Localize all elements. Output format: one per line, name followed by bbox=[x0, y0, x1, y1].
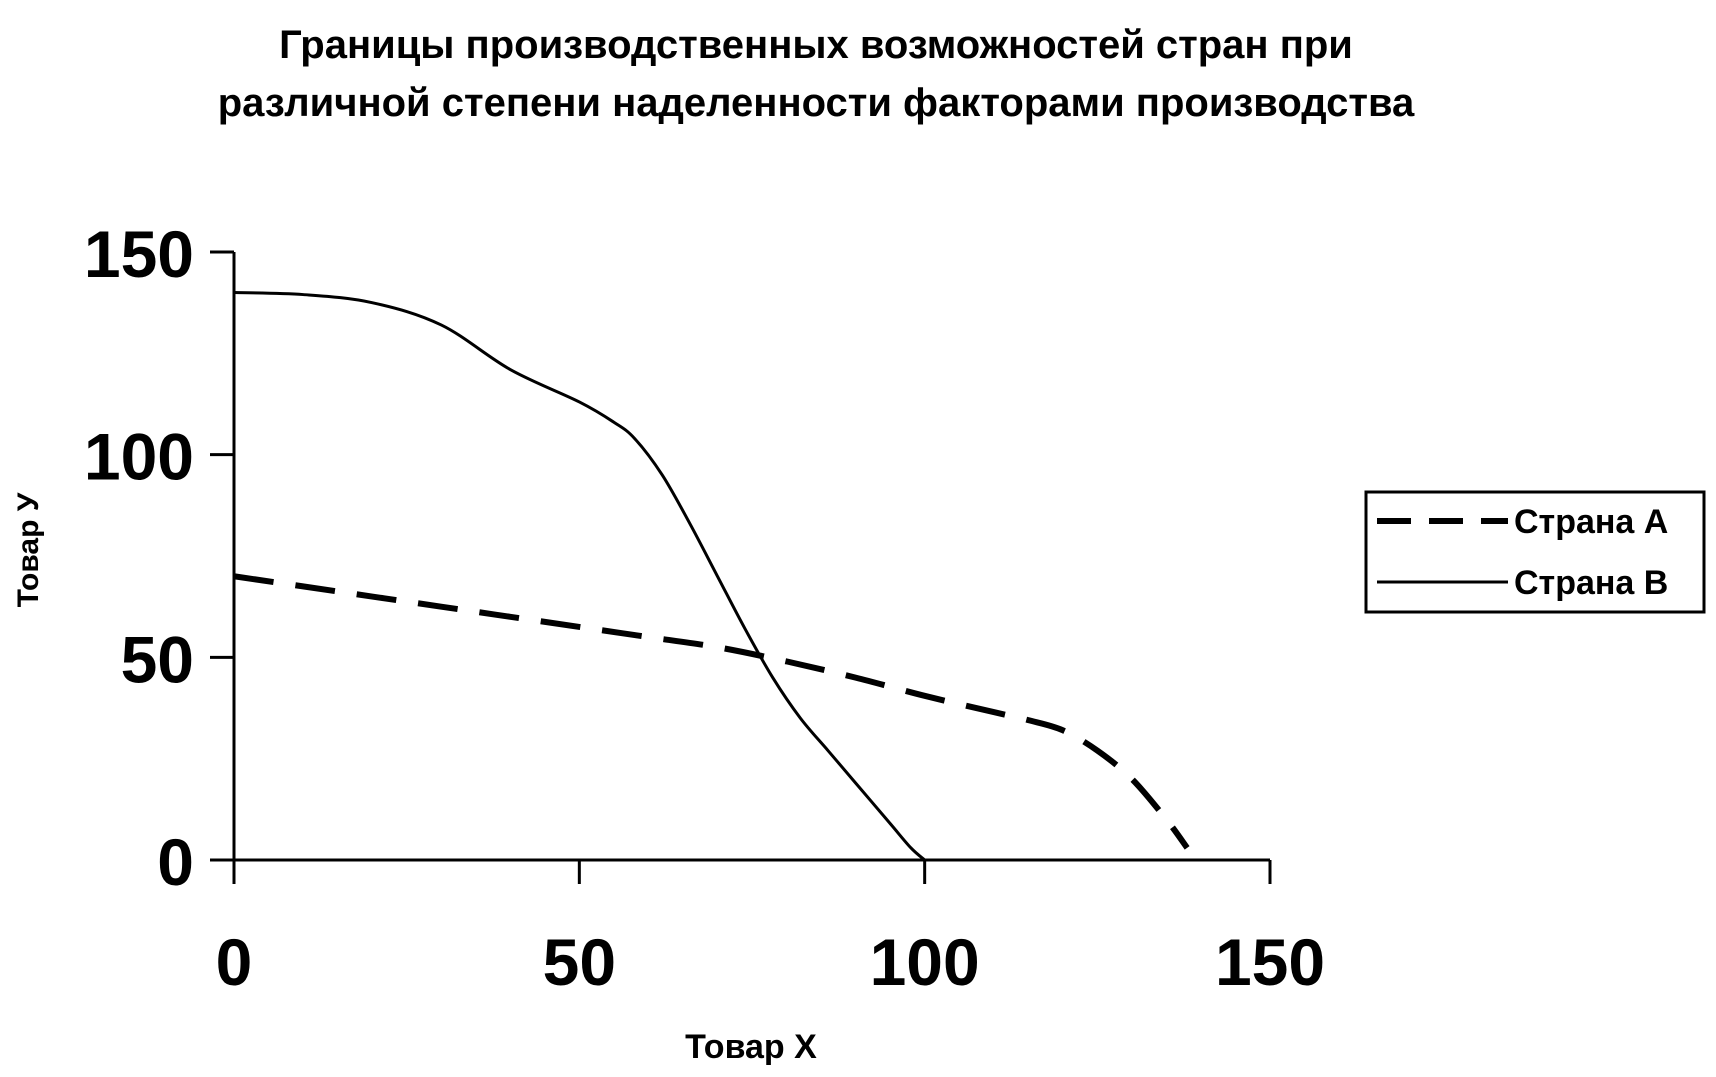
x-tick-label: 150 bbox=[1215, 925, 1325, 999]
chart-title-line-1: Границы производственных возможностей ст… bbox=[279, 23, 1353, 67]
legend-label-strana-a: Страна А bbox=[1514, 503, 1668, 541]
series-line-strana-a bbox=[233, 573, 1190, 850]
x-axis-title: Товар X bbox=[685, 1028, 817, 1066]
y-tick-label: 0 bbox=[157, 825, 194, 899]
legend-label-strana-b: Страна В bbox=[1514, 564, 1668, 602]
legend-box bbox=[1364, 490, 1706, 614]
chart-title-line-2: различной степени наделенности факторами… bbox=[218, 81, 1415, 125]
x-tick-label: 0 bbox=[216, 925, 253, 999]
y-tick-label: 50 bbox=[121, 622, 194, 696]
legend: Страна А Страна В bbox=[1364, 490, 1706, 614]
y-tick-label: 150 bbox=[84, 217, 194, 291]
x-tick-label: 100 bbox=[870, 925, 980, 999]
y-axis-title: Товар У bbox=[12, 492, 45, 607]
chart-title: Границы производственных возможностей ст… bbox=[218, 23, 1415, 125]
x-tick-label: 50 bbox=[543, 925, 616, 999]
series-line-strana-b bbox=[233, 291, 926, 862]
y-tick-label: 100 bbox=[84, 420, 194, 494]
series-lines bbox=[233, 291, 1190, 862]
axes: 0 50 100 150 0 50 100 150 bbox=[84, 217, 1325, 999]
